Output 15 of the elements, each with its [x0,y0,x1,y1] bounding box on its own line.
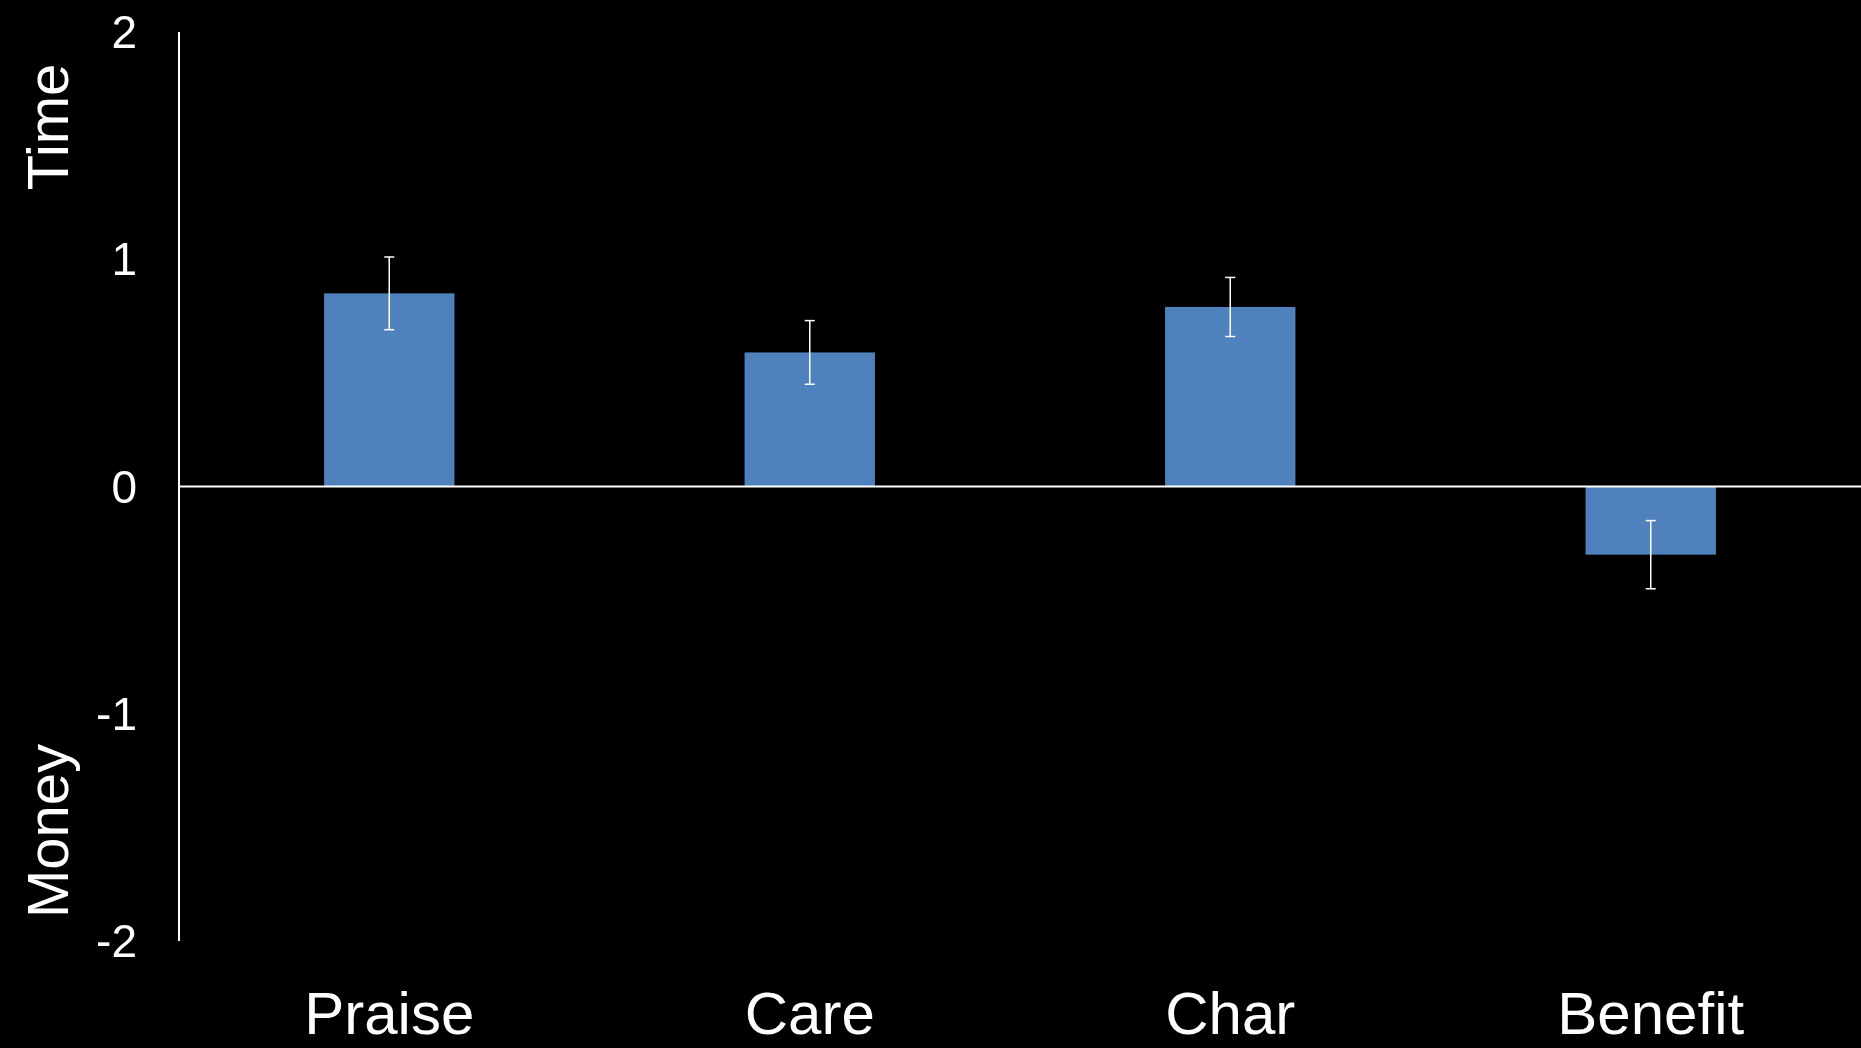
y-tick-label: 2 [111,6,137,59]
y-tick-label: 1 [111,233,137,286]
bar [744,352,875,487]
bar [1585,486,1716,555]
text: Time [15,63,80,191]
y-tick-label: -1 [96,687,137,740]
text: Money [15,743,80,919]
x-tick-label: Care [744,980,875,1047]
y-tick-label: 0 [111,460,137,513]
bar [1165,306,1296,487]
y-tick-label: -2 [96,915,137,968]
x-tick-label: Char [1165,980,1296,1047]
bar [324,293,455,487]
x-tick-label: Praise [304,980,475,1047]
x-tick-label: Benefit [1557,980,1745,1047]
